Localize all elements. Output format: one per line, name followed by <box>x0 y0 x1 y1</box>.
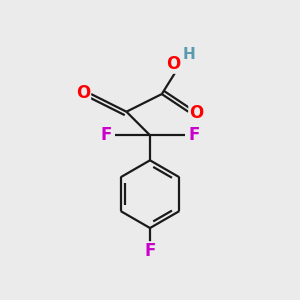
Text: H: H <box>182 47 195 62</box>
Text: O: O <box>189 104 203 122</box>
Text: F: F <box>100 126 112 144</box>
Text: O: O <box>167 55 181 73</box>
Text: O: O <box>76 84 90 102</box>
Text: F: F <box>144 242 156 260</box>
Text: F: F <box>188 126 200 144</box>
